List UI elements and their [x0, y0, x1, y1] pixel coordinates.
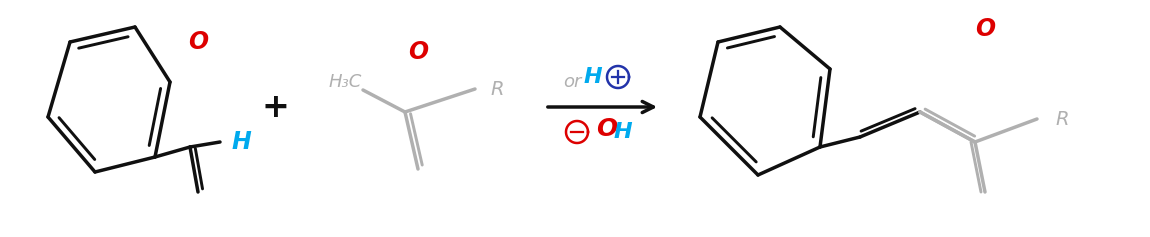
Text: H: H	[232, 130, 252, 154]
Text: +: +	[261, 91, 289, 123]
Text: O: O	[187, 30, 208, 54]
Text: O: O	[408, 40, 428, 64]
Text: R: R	[490, 79, 504, 99]
Text: H: H	[614, 122, 632, 142]
Text: H: H	[583, 67, 601, 87]
Text: H₃C: H₃C	[328, 73, 362, 91]
Text: or: or	[562, 73, 581, 91]
Text: O: O	[975, 17, 995, 41]
Text: R: R	[1055, 109, 1068, 128]
Text: O: O	[596, 117, 618, 141]
